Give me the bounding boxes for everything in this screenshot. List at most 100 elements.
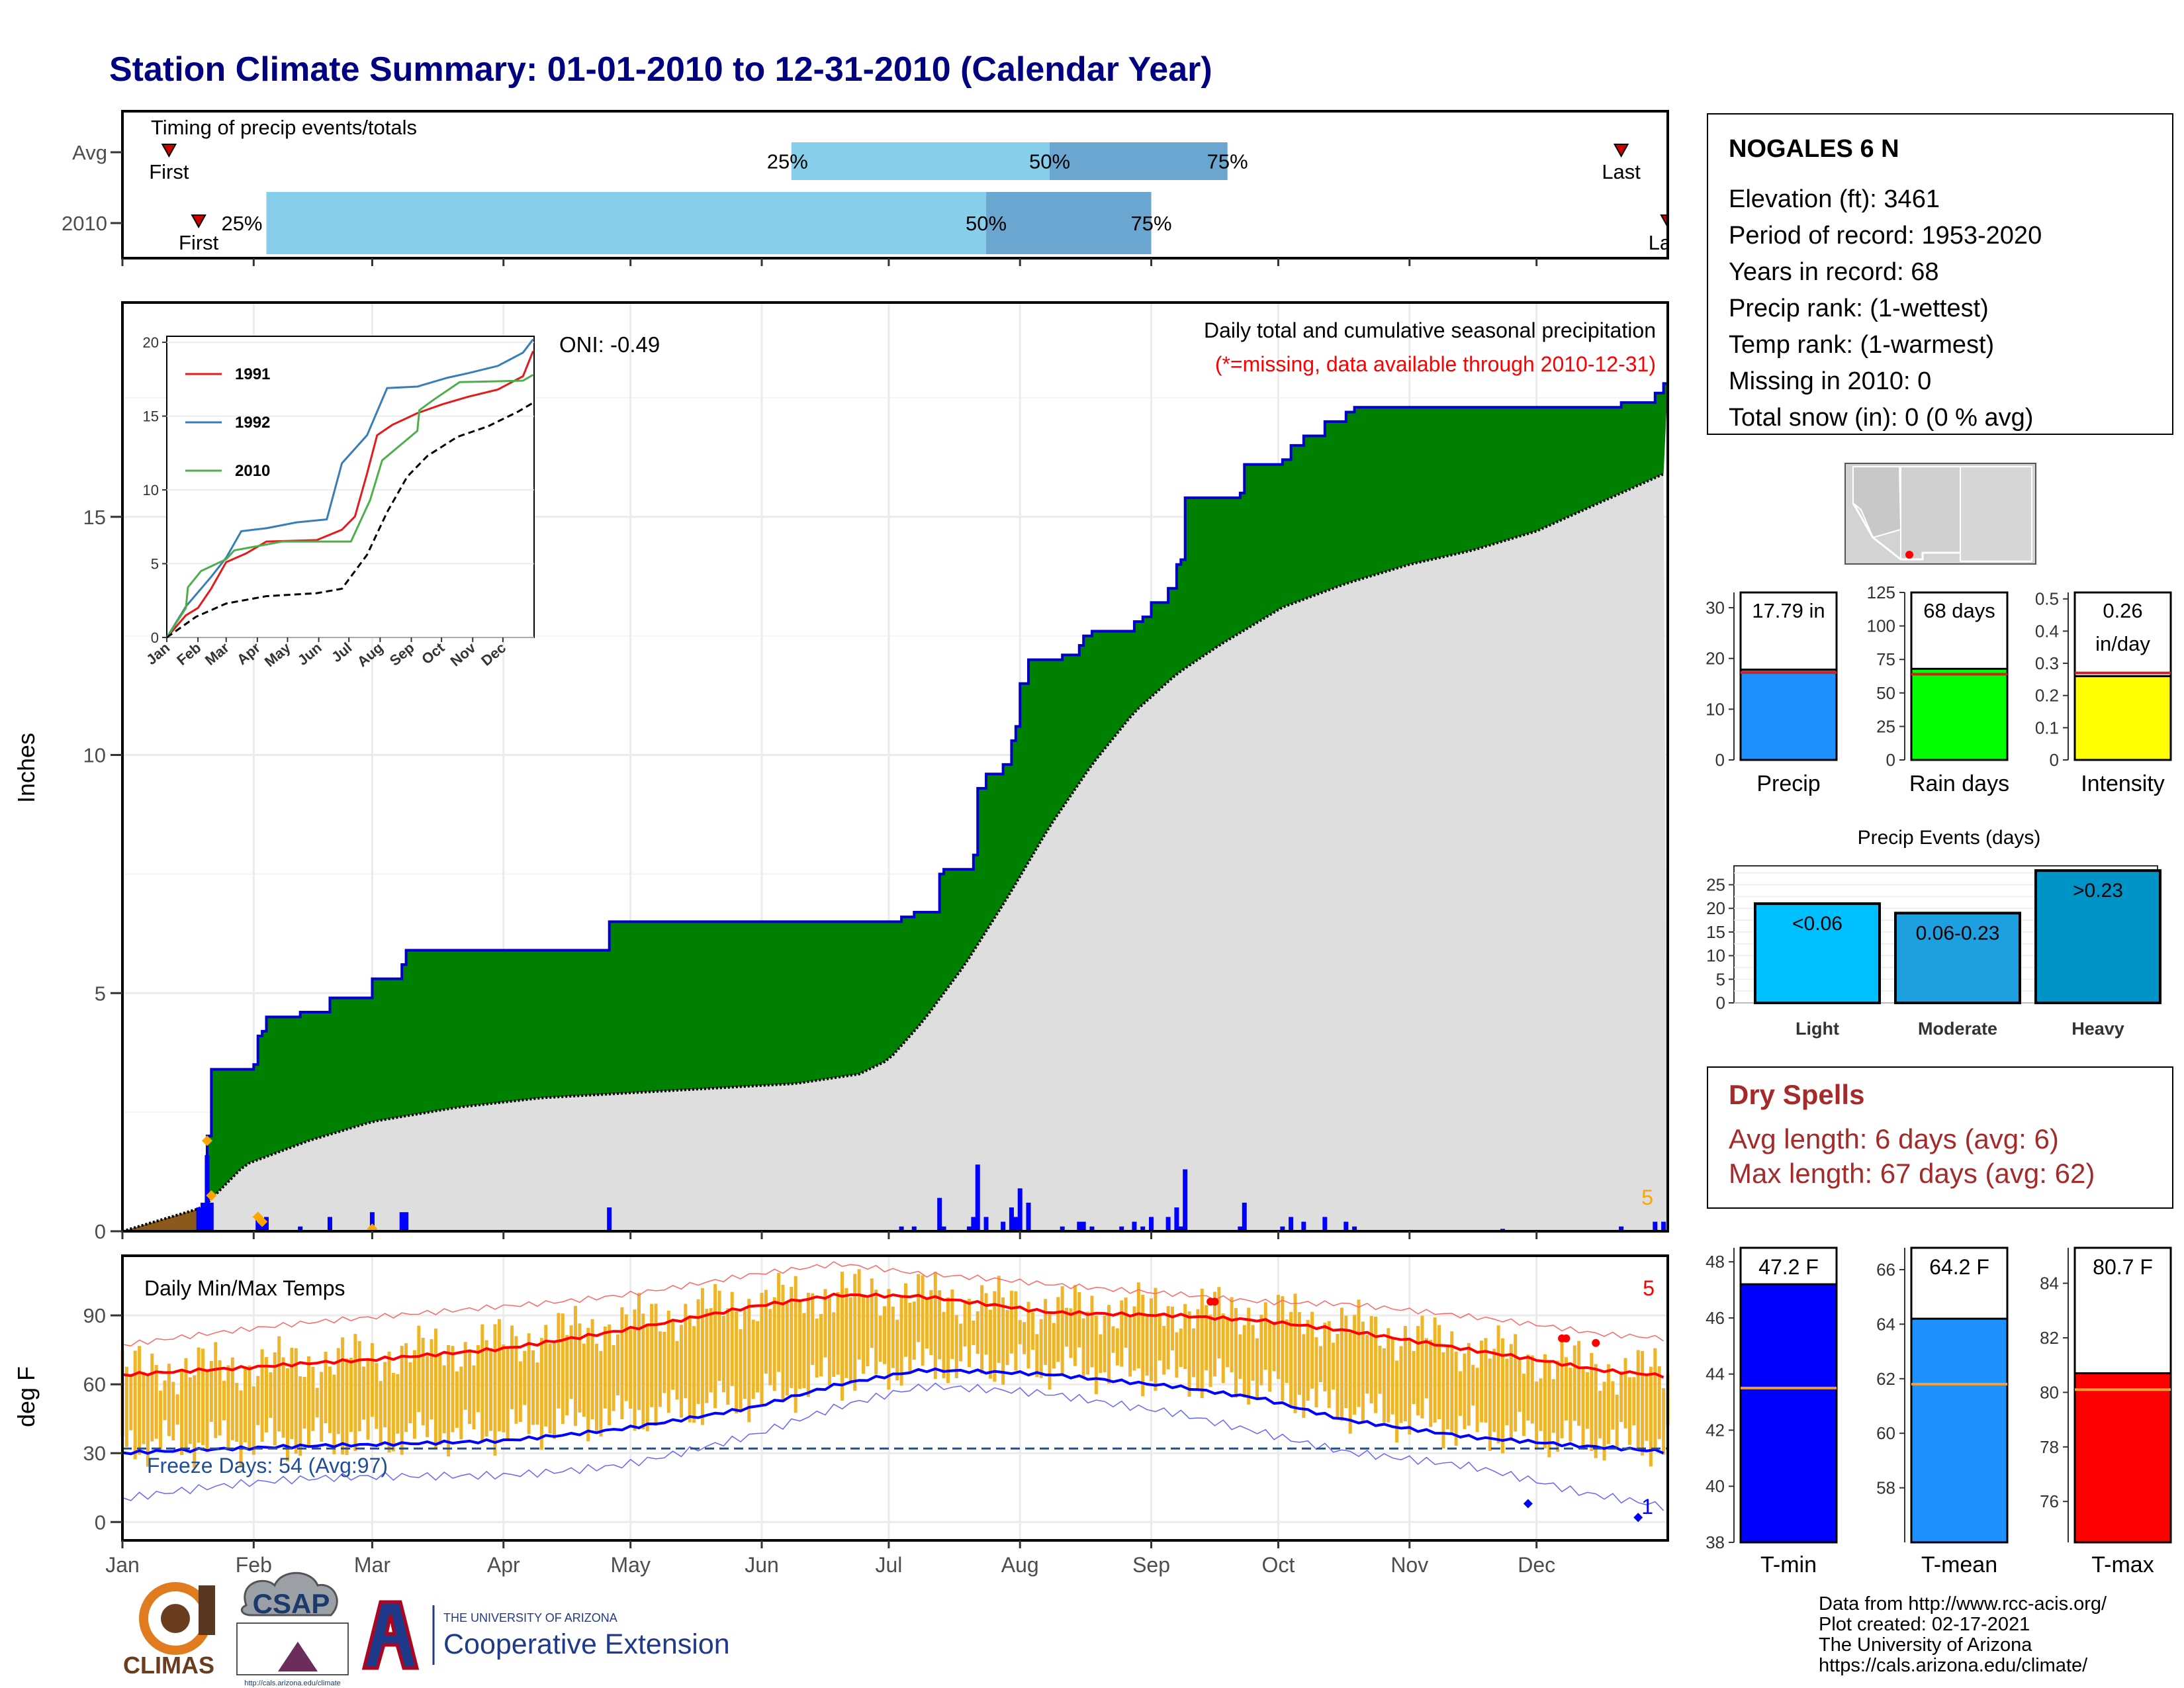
daily-temp-range-bar [1302, 1334, 1306, 1418]
daily-temp-range-bar [929, 1289, 933, 1355]
daily-precip-bar [1322, 1217, 1328, 1231]
daily-temp-range-bar [1251, 1325, 1255, 1381]
daily-temp-range-bar [853, 1274, 857, 1391]
csap-logo: CSAP http://cals.arizona.edu/climate [236, 1571, 349, 1687]
daily-temp-range-bar [1606, 1364, 1610, 1444]
daily-temp-range-bar [1564, 1357, 1568, 1421]
daily-temp-range-bar [412, 1350, 416, 1439]
daily-temp-range-bar [561, 1313, 565, 1425]
timing-y2010-first-label: First [179, 231, 219, 254]
daily-temp-range-bar [535, 1362, 539, 1425]
daily-temp-range-bar [1551, 1379, 1555, 1433]
daily-temp-range-bar [692, 1326, 696, 1423]
daily-temp-range-bar [1378, 1345, 1382, 1394]
daily-temp-range-bar [332, 1374, 336, 1454]
daily-temp-range-bar [984, 1293, 988, 1355]
timing-avg-quartile-high-bar [1050, 142, 1228, 180]
events-bar-label: Moderate [1918, 1019, 1997, 1039]
daily-temp-range-bar [908, 1302, 912, 1373]
daily-temp-range-bar [138, 1346, 142, 1455]
daily-temp-range-bar [1171, 1306, 1175, 1351]
daily-temp-range-bar [1297, 1312, 1301, 1395]
oni-label: ONI: -0.49 [559, 332, 660, 357]
daily-temp-range-bar [764, 1289, 768, 1374]
footer-line-data: Data from http://www.rcc-acis.org/ [1819, 1593, 2107, 1615]
daily-temp-range-bar [1030, 1312, 1034, 1350]
temp-bar-tick-label: 48 [1706, 1252, 1725, 1272]
daily-temp-range-bar [1535, 1382, 1539, 1450]
csap-logo-text: CSAP [253, 1588, 330, 1619]
daily-temp-range-bar [1437, 1325, 1441, 1420]
timing-panel: Timing of precip events/totals Avg 2010 … [62, 110, 1669, 266]
inset-ytick-label: 0 [151, 630, 159, 646]
temp-bar-tick-label: 76 [2040, 1491, 2059, 1511]
daily-temp-range-bar [954, 1315, 958, 1378]
daily-precip-bar [1289, 1217, 1294, 1231]
summary-bar-tick-label: 75 [1876, 649, 1895, 669]
daily-temp-range-bar [887, 1289, 891, 1390]
timing-avg-last-marker [1613, 144, 1629, 158]
daily-precip-bar [937, 1197, 942, 1231]
daily-temp-range-bar [1090, 1295, 1094, 1368]
station-info-frame [1707, 113, 2173, 435]
temp-bar-fill [1739, 1283, 1838, 1544]
figure-title: Station Climate Summary: 01-01-2010 to 1… [109, 50, 1212, 89]
timing-y2010-quartile-high-bar [986, 192, 1152, 254]
daily-temp-range-bar [1179, 1328, 1183, 1367]
footer-line-url: https://cals.arizona.edu/climate/ [1819, 1655, 2088, 1676]
avg-cumulative-line [122, 473, 1664, 1233]
summary-bar-value-unit: in/day [2095, 632, 2150, 655]
record-high-point [1562, 1334, 1570, 1342]
daily-temp-range-bar [142, 1372, 146, 1444]
daily-temp-range-bar [735, 1311, 739, 1414]
daily-temp-range-bar [273, 1352, 277, 1446]
dry-spells-frame [1707, 1066, 2173, 1209]
daily-temp-range-bar [235, 1383, 239, 1442]
precip-ytick-label: 0 [95, 1220, 106, 1243]
temp-bar-t-mean: 58 60 62 64 66 64.2 F T-mean [1876, 1246, 2009, 1577]
daily-temp-range-bar [836, 1291, 840, 1375]
summary-bar-fill [2073, 675, 2172, 761]
inset-month-label: Jul [328, 639, 355, 666]
summary-bar-tick-label: 0.2 [2035, 686, 2059, 706]
daily-temp-range-bar [1115, 1328, 1119, 1366]
daily-precip-bar [255, 1217, 261, 1231]
daily-temp-range-bar [248, 1365, 251, 1451]
summary-bar-tick-label: 0.5 [2035, 589, 2059, 609]
daily-temp-range-bar [349, 1358, 353, 1432]
daily-precip-bar [607, 1207, 612, 1231]
daily-temp-range-bar [353, 1334, 357, 1452]
events-ytick-label: 5 [1716, 969, 1725, 989]
daily-temp-range-bar [1077, 1291, 1081, 1348]
daily-temp-range-bar [251, 1386, 255, 1455]
daily-temp-range-bar [451, 1346, 455, 1432]
daily-temp-range-bar [230, 1357, 234, 1440]
inset-month-label: Mar [202, 639, 232, 669]
daily-temp-range-bar [1348, 1333, 1352, 1434]
daily-temp-range-bar [1065, 1307, 1069, 1347]
daily-temp-range-bar [502, 1344, 506, 1432]
daily-temp-range-bar [218, 1360, 222, 1436]
record-low-point [1633, 1513, 1643, 1523]
inset-month-label: Nov [447, 639, 479, 669]
timing-row-avg: Avg [72, 141, 107, 164]
map-state-new-mexico [1900, 466, 1961, 560]
daily-temp-range-bar [633, 1309, 637, 1431]
daily-temp-range-bar [959, 1323, 963, 1362]
daily-temp-range-bar [1026, 1301, 1030, 1369]
daily-temp-range-bar [1166, 1306, 1170, 1370]
temp-min-count-label: 1 [1641, 1495, 1653, 1519]
summary-bar-tick-label: 0.1 [2035, 718, 2059, 737]
events-ytick-label: 25 [1706, 875, 1725, 895]
daily-temp-range-bar [1369, 1316, 1373, 1404]
daily-temp-range-bar [510, 1325, 514, 1409]
daily-temp-range-bar [726, 1308, 730, 1405]
timing-avg-first-marker [161, 144, 177, 158]
daily-temp-range-bar [675, 1340, 679, 1400]
temp-bar-value: 64.2 F [1929, 1255, 1989, 1279]
daily-temp-range-bar [1632, 1377, 1636, 1426]
daily-temp-range-bar [1459, 1371, 1463, 1416]
daily-temp-range-bar [1005, 1309, 1009, 1366]
daily-temp-range-bar [1044, 1299, 1048, 1365]
timing-avg-p75-label: 75% [1207, 150, 1248, 173]
